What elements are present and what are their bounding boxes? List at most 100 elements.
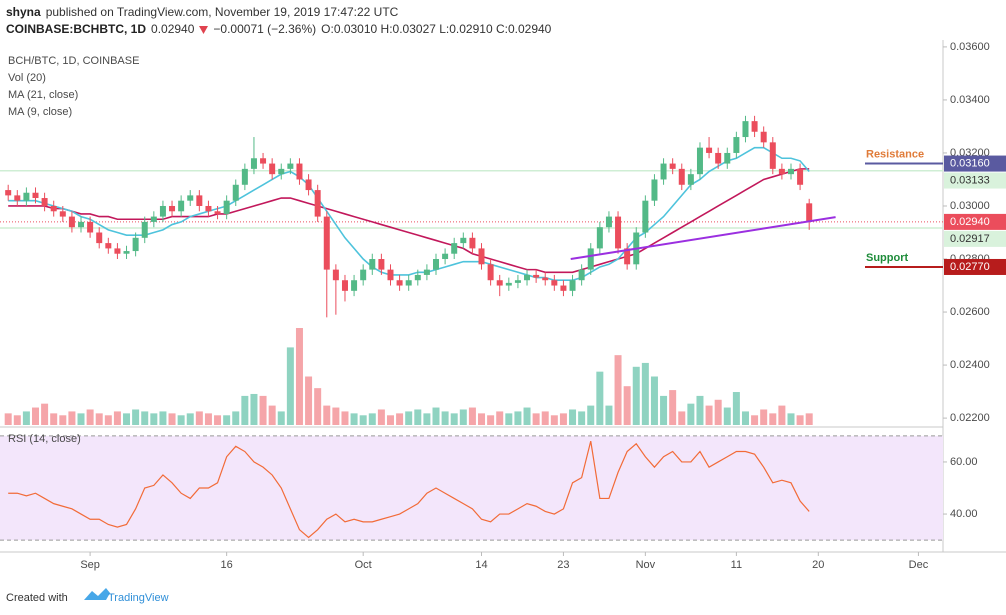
candle-body (533, 274, 540, 278)
volume-bar (204, 413, 212, 425)
volume-bar (132, 409, 140, 425)
candle-body (706, 147, 713, 153)
volume-bar (723, 407, 731, 425)
volume-bar (751, 415, 759, 425)
candle-body (187, 195, 194, 201)
candle-body (587, 248, 594, 270)
candle-body (787, 168, 794, 175)
candle-body (14, 195, 21, 201)
volume-bar (113, 411, 121, 425)
volume-bar (159, 411, 167, 425)
volume-bar (186, 413, 194, 425)
y-tick-label: 0.03400 (950, 94, 990, 106)
price-tag (944, 172, 1006, 189)
legend-volume: Vol (20) (8, 72, 46, 84)
ohlc: O:0.03010 H:0.03027 L:0.02910 C:0.02940 (321, 22, 552, 36)
candle-body (87, 221, 94, 233)
volume-bar (787, 413, 795, 425)
volume-bar (86, 409, 94, 425)
price-tag-label: 0.02940 (950, 216, 990, 228)
header-line-2: COINBASE:BCHBTC, 1D 0.02940 −0.00071 (−2… (6, 21, 551, 38)
price-pane (0, 40, 943, 425)
volume-bar (4, 413, 12, 425)
volume-bar (696, 395, 704, 425)
logo (84, 588, 110, 600)
volume-bar (332, 407, 340, 425)
candle-body (50, 205, 57, 212)
volume-bar (123, 413, 131, 425)
price-tag-label: 0.03133 (950, 174, 990, 186)
volume-bar (468, 407, 476, 425)
candle-body (68, 216, 75, 228)
volume-bar (223, 415, 231, 425)
volume-bar (569, 409, 577, 425)
symbol: COINBASE:BCHBTC, 1D (6, 22, 147, 36)
candle-body (414, 274, 421, 281)
change: −0.00071 (−2.36%) (213, 22, 317, 36)
volume-bar (59, 415, 67, 425)
legend-ma21: MA (21, close) (8, 89, 78, 101)
x-tick-label: 11 (731, 559, 742, 571)
candle-body (96, 232, 103, 244)
level-note: Support (866, 252, 908, 264)
candle-body (59, 211, 66, 217)
volume-bar (450, 413, 458, 425)
candle-body (78, 221, 85, 228)
candle-body (742, 121, 749, 138)
candle-body (478, 248, 485, 265)
volume-bar (605, 405, 613, 425)
volume-bar (41, 403, 49, 425)
candle-body (269, 163, 276, 175)
rsi-tick-label: 40.00 (950, 508, 978, 520)
price-tag-label: 0.03160 (950, 157, 990, 169)
candle-body (624, 248, 631, 265)
candle-body (241, 168, 248, 185)
volume-bar (505, 413, 513, 425)
volume-bar (50, 413, 58, 425)
volume-bar (341, 411, 349, 425)
author: shyna (6, 5, 41, 19)
candle-body (596, 227, 603, 249)
candle-body (524, 274, 531, 281)
volume-bar (414, 409, 422, 425)
candle-body (569, 280, 576, 291)
volume-bar (705, 405, 713, 425)
footer-brand: TradingView (108, 592, 169, 604)
candle-body (314, 190, 321, 217)
candle-body (423, 269, 430, 275)
header: shyna published on TradingView.com, Novem… (6, 4, 551, 38)
volume-bar (277, 411, 285, 425)
x-tick-label: Nov (636, 559, 656, 571)
volume-bar (104, 415, 112, 425)
volume-bar (514, 411, 522, 425)
candle-body (651, 179, 658, 201)
candle-body (578, 269, 585, 281)
published: published on TradingView.com, November 1… (45, 5, 399, 19)
volume-bar (587, 405, 595, 425)
volume-bar (459, 409, 467, 425)
x-tick-label: 14 (475, 559, 487, 571)
candle-body (32, 192, 39, 199)
volume-bar (31, 407, 39, 425)
price-tag-label: 0.02770 (950, 261, 990, 273)
volume-bar (305, 376, 313, 425)
ma-line (8, 168, 810, 274)
volume-bar (478, 413, 486, 425)
volume-bar (77, 413, 85, 425)
volume-bar (805, 413, 813, 425)
price-tag (944, 258, 1006, 275)
footer-created: Created with (6, 592, 68, 604)
candle-body (232, 184, 239, 201)
candle-body (332, 269, 339, 281)
last-price: 0.02940 (151, 22, 195, 36)
volume-bar (268, 405, 276, 425)
candle-body (433, 259, 440, 270)
volume-bar (741, 411, 749, 425)
volume-bar (396, 413, 404, 425)
candle-body (205, 205, 212, 212)
candle-body (615, 216, 622, 249)
price-tag (944, 213, 1006, 230)
candle-body (169, 205, 176, 212)
volume-bar (496, 411, 504, 425)
